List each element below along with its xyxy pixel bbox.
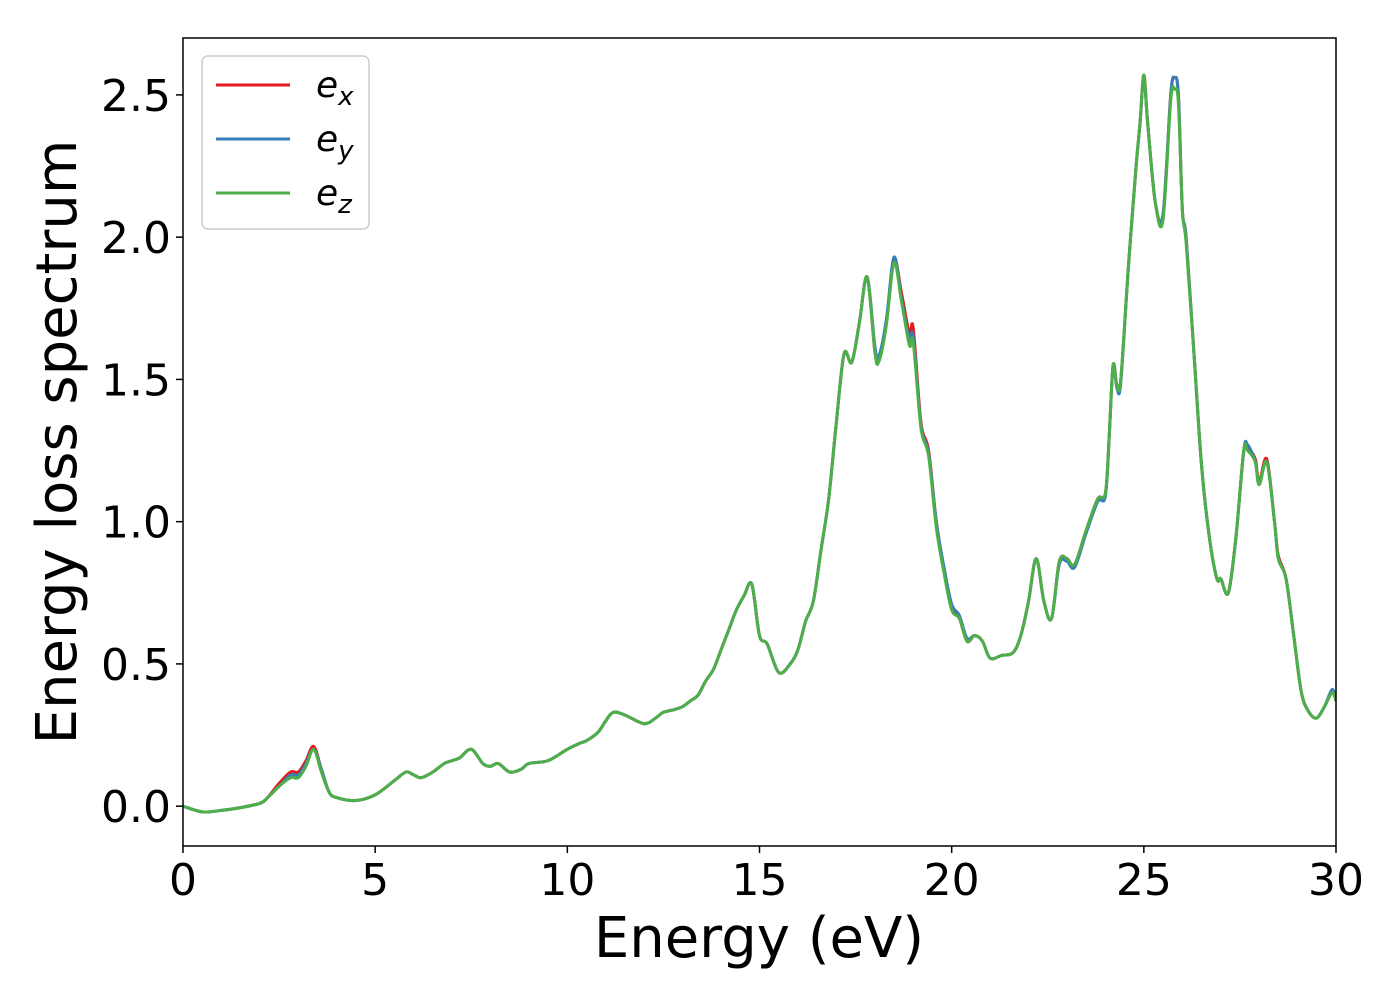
y-tick-label: 0.0	[101, 782, 171, 833]
x-axis-label: Energy (eV)	[594, 906, 924, 971]
x-tick-label: 10	[539, 855, 595, 906]
legend-box	[201, 55, 370, 230]
x-tick-label: 25	[1116, 855, 1172, 906]
legend-label-base: e	[316, 173, 338, 214]
legend-label-subscript: y	[337, 136, 354, 166]
y-tick-label: 2.0	[101, 213, 171, 264]
series-line-z	[183, 73, 1336, 814]
y-axis-label: Energy loss spectrum	[25, 140, 90, 745]
y-tick-label: 1.5	[101, 355, 171, 406]
x-tick-label: 5	[361, 855, 389, 906]
x-tick-label: 15	[732, 855, 788, 906]
legend-label-base: e	[316, 119, 338, 160]
y-tick-label: 2.5	[101, 71, 171, 122]
legend-label-y: ey	[316, 119, 354, 166]
legend-label-subscript: x	[337, 82, 354, 112]
legend-label-subscript: z	[337, 190, 353, 220]
x-tick-label: 20	[924, 855, 980, 906]
legend-label-base: e	[316, 65, 338, 106]
x-tick-label: 0	[169, 855, 197, 906]
y-tick-label: 1.0	[101, 498, 171, 549]
legend-label-z: ez	[316, 173, 353, 220]
y-axis-ticks: 0.0 0.5 1.0 1.5 2.0 2.5	[101, 71, 183, 833]
x-tick-label: 30	[1308, 855, 1364, 906]
y-tick-label: 0.5	[101, 640, 171, 691]
x-axis-ticks: 0 5 10 15 20 25 30	[169, 846, 1364, 906]
legend-label-x: ex	[316, 65, 354, 112]
series-layer	[183, 73, 1336, 814]
